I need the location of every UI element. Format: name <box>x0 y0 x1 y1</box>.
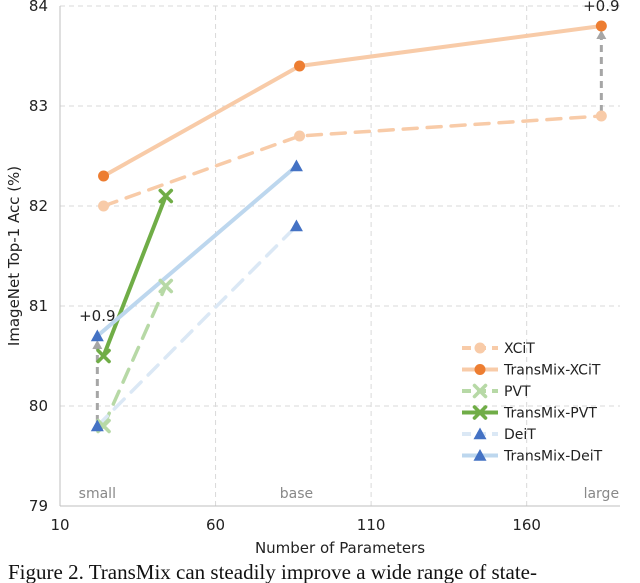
figure-caption: Figure 2. TransMix can steadily improve … <box>8 560 537 583</box>
y-tick-label: 81 <box>29 297 48 315</box>
line-chart: 79 80 81 82 83 84 10 60 110 160 small base large Numb… <box>5 0 620 557</box>
model-size-label: large <box>584 486 619 502</box>
data-point-deit <box>90 419 104 432</box>
legend-marker-deit <box>473 427 487 440</box>
x-tick-label: 160 <box>512 516 541 534</box>
legend-label-deit: DeiT <box>504 427 536 443</box>
data-point-pvt <box>158 278 174 294</box>
y-tick-label: 84 <box>29 0 48 15</box>
x-axis-title: Number of Parameters <box>255 539 425 557</box>
y-tick-label: 82 <box>29 197 48 215</box>
data-point-transmix-deit <box>289 159 303 172</box>
data-point-transmix-pvt <box>158 188 174 204</box>
axes: 79 80 81 82 83 84 10 60 110 160 small base large Numb… <box>5 0 620 557</box>
data-point-transmix-xcit <box>294 60 306 72</box>
legend-label-pvt: PVT <box>504 384 531 400</box>
y-tick-label: 80 <box>29 397 48 415</box>
model-size-label: small <box>79 486 116 502</box>
data-point-xcit <box>294 130 306 142</box>
y-tick-label: 83 <box>29 97 48 115</box>
legend-marker-transmix-deit <box>473 449 487 461</box>
legend-label-xcit: XCiT <box>504 341 535 357</box>
annotation-arrow-head <box>596 30 607 39</box>
legend-marker-pvt <box>472 383 488 399</box>
data-point-transmix-xcit <box>98 170 110 182</box>
series-line-xcit <box>101 114 604 208</box>
data-point-deit <box>289 219 303 232</box>
x-tick-label: 110 <box>357 516 386 534</box>
series-markers <box>90 20 607 434</box>
data-point-transmix-xcit <box>595 20 607 32</box>
data-point-transmix-pvt <box>96 348 111 364</box>
legend-label-transmix-pvt: TransMix-PVT <box>503 406 597 422</box>
annotation-arrow-head <box>92 340 103 349</box>
y-axis-title: ImageNet Top-1 Acc (%) <box>5 166 23 346</box>
legend: XCiT TransMix-XCiT PVT TransMix-PVT DeiT Tran… <box>462 341 603 465</box>
data-point-transmix-deit <box>90 329 104 342</box>
annotation-label: +0.9 <box>583 0 619 15</box>
legend-label-transmix-xcit: TransMix-XCiT <box>503 363 601 379</box>
x-tick-label: 10 <box>50 516 69 534</box>
legend-marker-transmix-pvt <box>472 405 488 420</box>
series-line-transmix-pvt <box>101 194 168 358</box>
x-tick-label: 60 <box>206 516 225 534</box>
grid <box>60 5 620 506</box>
data-point-xcit <box>98 200 110 212</box>
data-point-xcit <box>595 110 607 122</box>
y-tick-label: 79 <box>29 497 48 515</box>
series-line-deit <box>95 224 299 428</box>
series-line-pvt <box>101 284 168 428</box>
series-lines <box>95 24 604 428</box>
legend-marker-transmix-xcit <box>474 364 486 375</box>
legend-label-transmix-deit: TransMix-DeiT <box>503 449 603 465</box>
model-size-label: base <box>280 486 313 502</box>
legend-marker-xcit <box>474 342 486 354</box>
series-line-transmix-deit <box>95 164 299 338</box>
annotation-label: +0.9 <box>79 307 115 325</box>
